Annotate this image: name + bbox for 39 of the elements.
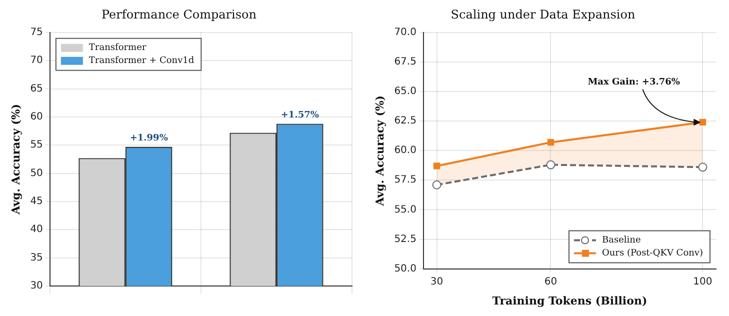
y-tick-label: 50.0 <box>394 263 416 274</box>
chart-title: Performance Comparison <box>102 7 257 22</box>
annotation: +1.57% <box>280 110 320 121</box>
legend-label: Baseline <box>602 236 641 246</box>
annotation: Max Gain: +3.76% <box>588 78 680 88</box>
y-tick-label: 75 <box>30 26 43 38</box>
y-axis-title: Avg. Accuracy (%) <box>373 95 386 207</box>
y-tick-label: 52.5 <box>394 234 416 245</box>
x-axis-title: Training Tokens (Billion) <box>492 294 648 308</box>
x-tick-label: 30 <box>430 276 444 288</box>
y-tick-label: 55.0 <box>394 204 416 216</box>
y-tick-label: 50 <box>30 168 43 179</box>
legend-label: Transformer + Conv1d <box>88 56 194 66</box>
y-tick-label: 70.0 <box>394 26 416 38</box>
x-tick-label: 60 <box>544 276 558 288</box>
legend-label: Ours (Post-QKV Conv) <box>602 248 704 259</box>
y-tick-label: 55 <box>30 140 43 151</box>
y-tick-label: 70 <box>30 55 43 66</box>
point <box>433 162 440 170</box>
point <box>699 118 706 126</box>
y-tick-label: 67.5 <box>394 56 416 68</box>
chart-title: Scaling under Data Expansion <box>450 7 636 22</box>
point <box>432 180 442 190</box>
point <box>547 139 554 146</box>
annotation: +1.99% <box>130 134 168 144</box>
y-tick-label: 62.5 <box>394 116 416 127</box>
y-tick-label: 65 <box>30 83 43 94</box>
y-axis-title: Avg. Accuracy (%) <box>9 104 22 216</box>
y-tick-label: 60.0 <box>394 145 416 156</box>
y-tick-label: 60 <box>30 112 43 123</box>
legend-label: Transformer <box>88 43 147 54</box>
y-tick-label: 40 <box>30 224 43 236</box>
y-tick-label: 35 <box>30 252 43 264</box>
point <box>546 160 556 170</box>
y-tick-label: 57.5 <box>394 174 416 186</box>
y-tick-label: 45 <box>30 196 43 208</box>
x-tick-label: 100 <box>693 276 712 288</box>
y-tick-label: 65.0 <box>394 86 416 98</box>
point <box>698 162 708 172</box>
